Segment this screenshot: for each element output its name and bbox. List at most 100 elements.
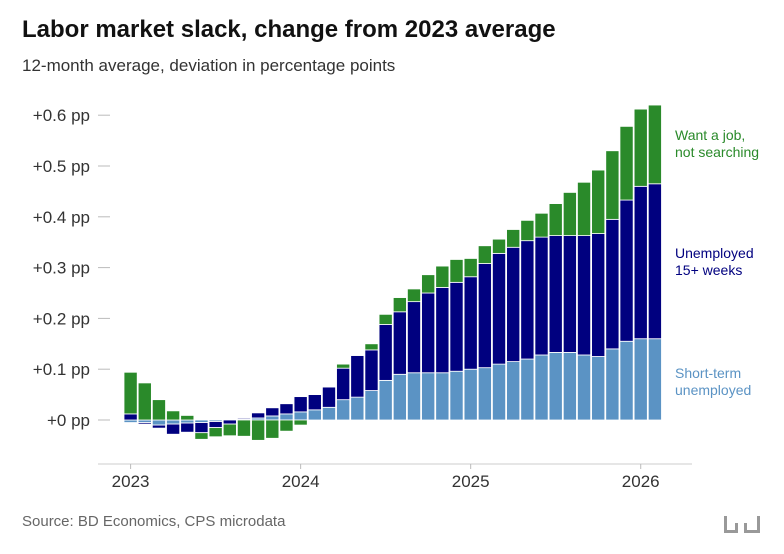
bar-want_job-2025-04 [506, 229, 521, 248]
bar-want_job-2023-09 [236, 419, 251, 437]
y-axis: +0 pp +0.1 pp +0.2 pp +0.3 pp +0.4 pp +0.5 pp… [33, 106, 110, 430]
bar-long_term-2025-05 [520, 240, 535, 360]
bar-long_term-2025-07 [548, 235, 563, 353]
bar-long_term-2025-11 [605, 218, 620, 350]
y-tick-label: +0.3 pp [33, 259, 90, 278]
bar-long_term-2024-09 [406, 301, 421, 374]
bar-long_term-2024-04 [336, 367, 351, 401]
bar-long_term-2025-01 [463, 276, 478, 370]
bar-long_term-2023-09 [236, 417, 251, 420]
bar-want_job-2024-09 [406, 288, 421, 303]
bar-want_job-2025-10 [591, 169, 606, 234]
bar-long_term-2024-08 [392, 311, 407, 375]
bar-short_term-2024-11 [435, 372, 450, 421]
bar-short_term-2025-12 [619, 340, 634, 421]
bar-want_job-2025-03 [492, 238, 507, 254]
bar-long_term-2023-05 [180, 422, 195, 433]
bar-long_term-2023-01 [123, 413, 138, 421]
bar-short_term-2024-05 [350, 396, 365, 421]
bar-short_term-2024-08 [392, 373, 407, 421]
bar-want_job-2023-03 [151, 399, 166, 421]
x-tick-label: 2024 [282, 472, 320, 491]
bar-long_term-2023-07 [208, 421, 223, 429]
y-tick-label: +0.4 pp [33, 208, 90, 227]
series-label-short_term: Short-term unemployed [675, 365, 751, 398]
bar-long_term-2025-10 [591, 233, 606, 357]
source-note: Source: BD Economics, CPS microdata [22, 513, 286, 530]
bar-short_term-2023-11 [265, 415, 280, 421]
bar-long_term-2025-03 [492, 252, 507, 365]
bar-want_job-2024-08 [392, 297, 407, 313]
x-tick-label: 2026 [622, 472, 660, 491]
bar-short_term-2025-04 [506, 361, 521, 421]
bar-long_term-2024-07 [378, 324, 393, 381]
bar-short_term-2024-06 [364, 390, 379, 421]
bar-long_term-2025-12 [619, 199, 634, 342]
y-tick-label: +0.5 pp [33, 157, 90, 176]
bar-short_term-2025-08 [562, 352, 577, 421]
series-label-want_job: Want a job, not searching [675, 127, 759, 160]
bar-long_term-2024-06 [364, 349, 379, 391]
bar-long_term-2023-02 [137, 422, 152, 425]
bar-want_job-2023-01 [123, 371, 138, 415]
bar-short_term-2025-10 [591, 356, 606, 421]
bar-long_term-2024-12 [449, 281, 464, 372]
bar-short_term-2023-12 [279, 413, 294, 421]
bar-want_job-2025-01 [463, 258, 478, 278]
x-tick-label: 2025 [452, 472, 490, 491]
bar-short_term-2025-03 [492, 363, 507, 421]
bar-short_term-2026-02 [647, 338, 662, 421]
bar-long_term-2025-08 [562, 235, 577, 353]
bar-want_job-2025-08 [562, 192, 577, 236]
bar-long_term-2024-11 [435, 287, 450, 374]
x-tick-label: 2023 [112, 472, 150, 491]
bar-long_term-2023-10 [251, 412, 266, 419]
bar-long_term-2024-10 [421, 292, 436, 374]
bar-want_job-2025-09 [577, 181, 592, 236]
bar-long_term-2023-08 [222, 419, 237, 425]
chart-title: Labor market slack, change from 2023 ave… [22, 16, 556, 43]
bar-want_job-2026-02 [647, 104, 662, 185]
bar-want_job-2024-01 [293, 419, 308, 426]
bar-short_term-2025-11 [605, 348, 620, 421]
bar-want_job-2025-07 [548, 203, 563, 236]
bar-short_term-2025-01 [463, 368, 478, 421]
bar-short_term-2024-07 [378, 379, 393, 421]
series-label-long_term: Unemployed 15+ weeks [675, 245, 754, 278]
bd-logo [722, 513, 762, 540]
bar-long_term-2025-02 [477, 263, 492, 369]
bar-short_term-2024-02 [307, 409, 322, 421]
bar-long_term-2024-02 [307, 394, 322, 411]
bar-want_job-2023-07 [208, 427, 223, 438]
bar-long_term-2025-06 [534, 236, 549, 356]
y-tick-label: +0.1 pp [33, 360, 90, 379]
bar-want_job-2024-07 [378, 313, 393, 325]
bar-short_term-2025-02 [477, 367, 492, 421]
bar-want_job-2024-11 [435, 265, 450, 288]
bars-group [123, 104, 662, 441]
series-labels: Want a job, not searching Unemployed 15+ we… [675, 127, 759, 398]
bar-short_term-2023-04 [166, 419, 181, 425]
bar-want_job-2023-05 [180, 415, 195, 421]
bar-long_term-2024-05 [350, 355, 365, 398]
bar-long_term-2025-09 [577, 235, 592, 356]
x-axis: 2023 2024 2025 2026 [98, 463, 692, 491]
bar-short_term-2023-03 [151, 419, 166, 426]
bar-want_job-2023-11 [265, 419, 280, 439]
bar-want_job-2023-08 [222, 423, 237, 437]
bar-want_job-2023-04 [166, 410, 181, 421]
bar-want_job-2023-06 [194, 432, 209, 440]
bar-want_job-2026-01 [633, 108, 648, 187]
bar-want_job-2024-04 [336, 363, 351, 369]
bar-long_term-2026-01 [633, 185, 648, 340]
chart-subtitle: 12-month average, deviation in percentag… [22, 56, 396, 75]
bar-short_term-2024-01 [293, 411, 308, 421]
bar-long_term-2023-04 [166, 423, 181, 435]
bar-long_term-2024-01 [293, 396, 308, 413]
bar-want_job-2025-12 [619, 125, 634, 201]
bar-short_term-2024-03 [321, 406, 336, 421]
bar-want_job-2025-06 [534, 212, 549, 238]
bar-want_job-2024-12 [449, 259, 464, 283]
bar-short_term-2024-12 [449, 370, 464, 421]
